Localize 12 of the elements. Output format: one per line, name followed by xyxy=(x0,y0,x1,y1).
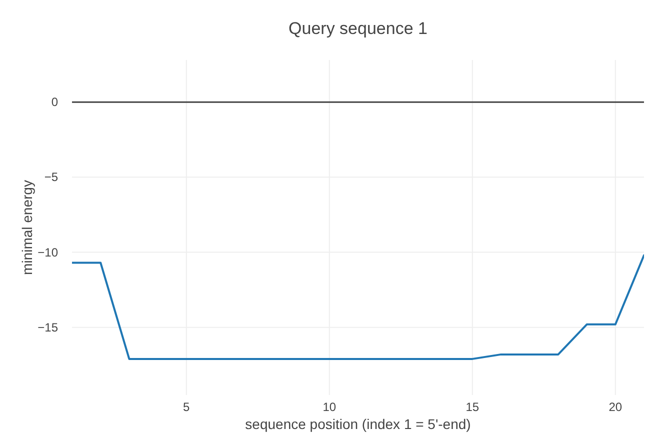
y-tick-label: −15 xyxy=(38,320,58,334)
y-axis-title: minimal energy xyxy=(19,180,35,275)
y-tick-label: 0 xyxy=(51,95,58,110)
chart-title: Query sequence 1 xyxy=(288,19,428,38)
x-axis-title: sequence position (index 1 = 5'-end) xyxy=(245,416,471,432)
line-series xyxy=(72,254,644,360)
x-tick-label: 5 xyxy=(183,400,190,414)
x-tick-label: 15 xyxy=(466,400,480,414)
x-tick-label: 10 xyxy=(322,400,336,414)
y-tick-label: −10 xyxy=(38,245,58,260)
y-tick-label: −5 xyxy=(44,170,58,184)
x-tick-label: 20 xyxy=(608,400,622,414)
